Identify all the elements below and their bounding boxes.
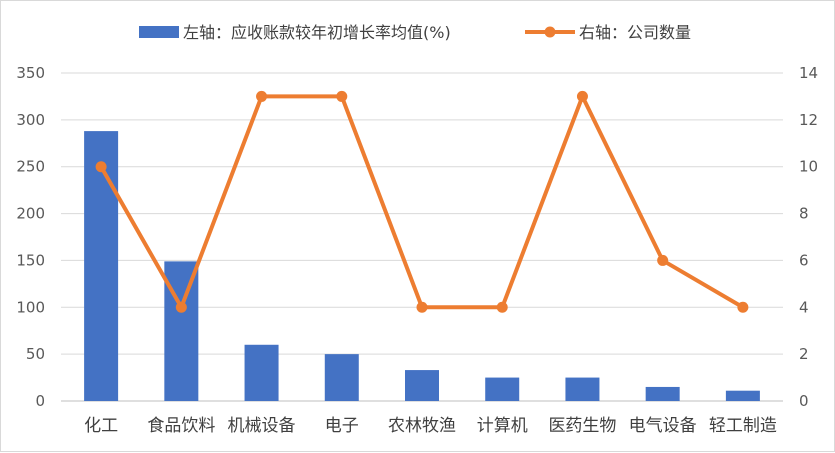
line-point: [416, 301, 428, 313]
category-label: 农林牧渔: [388, 416, 456, 436]
right-axis-tick-label: 6: [799, 251, 809, 269]
line-point: [95, 161, 107, 173]
legend-label-line: 右轴：公司数量: [579, 23, 691, 42]
left-axis-tick-label: 300: [16, 111, 45, 129]
right-axis-tick-label: 4: [799, 298, 809, 316]
bar: [164, 261, 199, 401]
category-label: 计算机: [477, 416, 528, 436]
line-point: [576, 90, 588, 102]
right-axis-tick-label: 2: [799, 345, 809, 363]
left-axis-tick-label: 150: [16, 251, 45, 269]
right-axis-tick-label: 12: [799, 111, 818, 129]
bar: [405, 370, 439, 401]
right-axis-ticks: 0 2 4 6 8 10 12 14: [799, 64, 818, 410]
left-axis-tick-label: 200: [16, 205, 45, 223]
right-axis-tick-label: 10: [799, 158, 818, 176]
bar: [485, 377, 520, 401]
category-label: 电气设备: [629, 416, 697, 436]
x-axis-labels: 化工 食品饮料 机械设备 电子 农林牧渔 计算机 医药生物 电气设备 轻工制造: [84, 416, 777, 436]
left-axis-tick-label: 50: [26, 345, 45, 363]
line-point: [175, 301, 187, 313]
legend: 左轴：应收账款较年初增长率均值(%) 右轴：公司数量: [139, 23, 691, 42]
bar: [565, 377, 600, 401]
bar: [645, 386, 680, 401]
legend-swatch-bar: [139, 26, 179, 38]
left-axis-tick-label: 0: [35, 392, 45, 410]
right-axis-tick-label: 0: [799, 392, 809, 410]
line-point: [336, 90, 348, 102]
category-label: 医药生物: [548, 416, 616, 436]
legend-label-bar: 左轴：应收账款较年初增长率均值(%): [183, 23, 451, 42]
bar-series: [84, 131, 760, 402]
category-label: 食品饮料: [147, 416, 215, 436]
line-point: [657, 254, 669, 266]
left-axis-tick-label: 250: [16, 158, 45, 176]
bar: [725, 390, 760, 401]
category-label: 轻工制造: [709, 416, 777, 436]
line-series: [95, 90, 749, 313]
bar: [324, 354, 359, 401]
category-label: 化工: [84, 416, 118, 436]
left-axis-tick-label: 100: [16, 298, 45, 316]
legend-swatch-marker: [544, 26, 556, 38]
line-point: [737, 301, 749, 313]
bar: [84, 131, 119, 402]
right-axis-tick-label: 14: [799, 64, 818, 82]
left-axis-ticks: 0 50 100 150 200 250 300 350: [16, 64, 45, 410]
bar: [244, 344, 279, 401]
right-axis-tick-label: 8: [799, 205, 809, 223]
left-axis-tick-label: 350: [16, 64, 45, 82]
line-point: [496, 301, 508, 313]
category-label: 机械设备: [228, 416, 296, 436]
line-point: [256, 90, 268, 102]
category-label: 电子: [325, 416, 359, 436]
